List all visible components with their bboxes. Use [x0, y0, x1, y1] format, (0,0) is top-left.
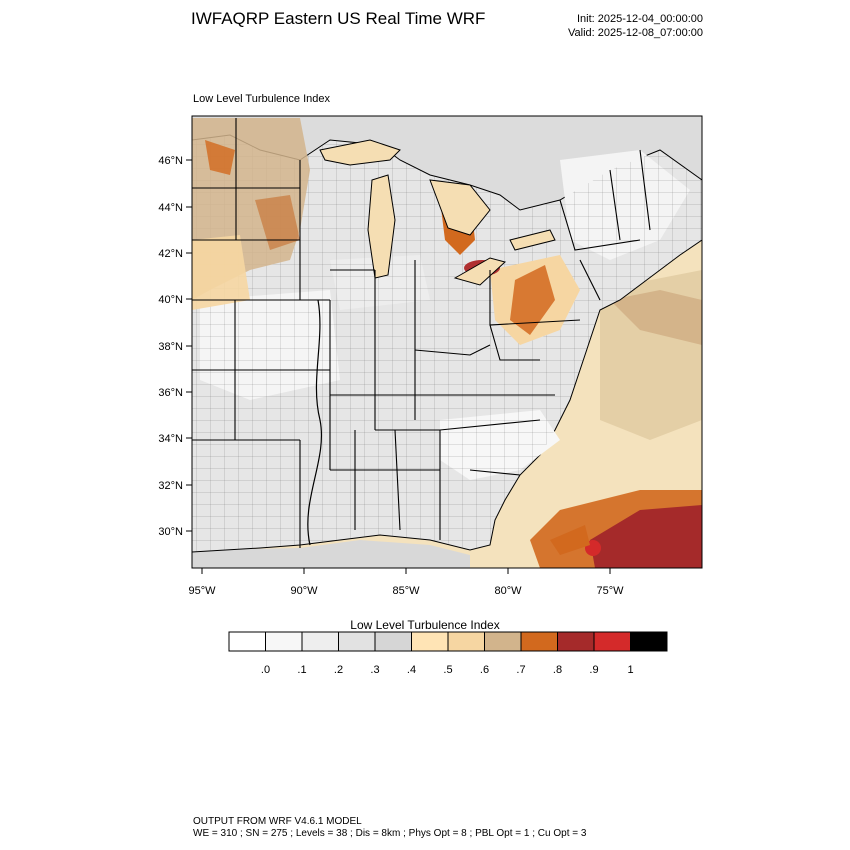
colorbar-tick-label: .8 [552, 664, 563, 676]
lon-label: 80°W [494, 585, 522, 597]
lon-ticks [201, 568, 611, 574]
lat-label: 46°N [158, 155, 183, 167]
lake-huron [429, 179, 491, 236]
colorbar [228, 631, 668, 652]
colorbar-swatch [484, 631, 522, 652]
colorbar-tick-label: .0 [260, 664, 271, 676]
lon-label: 75°W [596, 585, 624, 597]
lon-label: 95°W [188, 585, 216, 597]
colorbar-tick-label: .2 [333, 664, 344, 676]
footer-model: OUTPUT FROM WRF V4.6.1 MODEL [193, 816, 362, 827]
lat-label: 36°N [158, 387, 183, 399]
colorbar-tick-label: .3 [370, 664, 380, 676]
page-title: IWFAQRP Eastern US Real Time WRF [191, 9, 486, 28]
lat-label: 30°N [158, 526, 183, 538]
lat-label: 34°N [158, 433, 183, 445]
map-content [192, 116, 702, 568]
lake-superior [319, 139, 401, 166]
colorbar-swatch [593, 631, 631, 652]
lat-label: 32°N [158, 480, 183, 492]
colorbar-title: Low Level Turbulence Index [350, 618, 500, 632]
colorbar-tick-label: 1 [627, 664, 634, 676]
colorbar-swatch [228, 631, 266, 652]
lat-label: 38°N [158, 341, 183, 353]
county-lines [192, 135, 702, 552]
turbulence-hotspot-mn [255, 195, 300, 250]
lat-label: 40°N [158, 294, 183, 306]
lon-labels: 95°W 90°W 85°W 80°W 75°W [188, 585, 624, 597]
colorbar-tick-label: .5 [443, 664, 453, 676]
colorbar-swatch [630, 631, 668, 652]
lat-label: 42°N [158, 248, 183, 260]
state-boundaries [192, 118, 651, 548]
lon-label: 85°W [392, 585, 420, 597]
colorbar-swatch [520, 631, 558, 652]
panel-title: Low Level Turbulence Index [193, 93, 330, 105]
colorbar-swatch [301, 631, 339, 652]
lake-erie [453, 257, 507, 286]
valid-time: Valid: 2025-12-08_07:00:00 [568, 27, 703, 39]
turbulence-offshore-core [590, 505, 702, 568]
lon-label: 90°W [290, 585, 318, 597]
lat-ticks [186, 159, 192, 532]
colorbar-tick-label: .1 [297, 664, 307, 676]
turbulence-plains [192, 235, 250, 310]
lat-labels: 46°N 44°N 42°N 40°N 38°N 36°N 34°N 32°N … [158, 155, 183, 538]
turbulence-ridge [510, 265, 555, 335]
lake-michigan [367, 174, 396, 279]
colorbar-tick-label: .7 [516, 664, 526, 676]
map-frame [191, 115, 703, 569]
turbulence-offshore-edge [550, 525, 590, 555]
colorbar-swatch [338, 631, 376, 652]
colorbar-swatch [447, 631, 485, 652]
init-time: Init: 2025-12-04_00:00:00 [577, 13, 703, 25]
turbulence-hotspot-nd [205, 140, 235, 175]
lake-ontario [509, 229, 556, 251]
footer-settings: WE = 310 ; SN = 275 ; Levels = 38 ; Dis … [193, 828, 587, 839]
mississippi-river [307, 299, 322, 546]
atlantic-band-dark [610, 290, 702, 345]
lat-label: 44°N [158, 202, 183, 214]
gulf-area [192, 540, 470, 568]
colorbar-swatch [265, 631, 303, 652]
colorbar-swatch [374, 631, 412, 652]
colorbar-swatch [411, 631, 449, 652]
colorbar-swatch [557, 631, 595, 652]
colorbar-tick-label: .9 [589, 664, 599, 676]
colorbar-tick-label: .6 [479, 664, 490, 676]
colorbar-tick-label: .4 [406, 664, 417, 676]
